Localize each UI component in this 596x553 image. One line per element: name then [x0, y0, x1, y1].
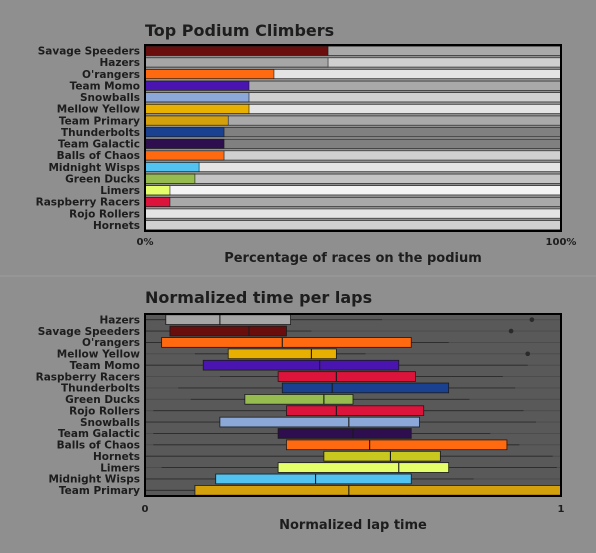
lap-time-plot-frame	[144, 313, 562, 497]
lap-time-category-label: Limers	[100, 462, 140, 474]
lap-time-box	[165, 314, 292, 325]
podium-category-label: Hornets	[93, 220, 140, 232]
podium-category-label: Team Primary	[59, 115, 140, 127]
lap-time-chart-title: Normalized time per laps	[145, 288, 372, 307]
lap-time-box	[244, 394, 354, 405]
podium-track	[144, 208, 562, 219]
lap-time-category-label: Savage Speeders	[38, 326, 140, 338]
podium-bar	[144, 185, 171, 196]
podium-bar	[144, 115, 229, 126]
podium-chart: Top Podium Climbers Savage SpeedersHazer…	[36, 21, 577, 266]
lap-time-box	[202, 359, 400, 371]
lap-time-outlier	[508, 328, 514, 334]
lap-time-box	[323, 450, 441, 462]
podium-bar	[144, 45, 329, 56]
lap-time-box	[277, 371, 416, 382]
podium-bar	[144, 104, 250, 114]
podium-category-label: Team Momo	[70, 80, 140, 92]
lap-time-category-label: Midnight Wisps	[48, 474, 140, 486]
podium-category-label: Rojo Rollers	[69, 208, 140, 220]
podium-track	[144, 197, 562, 207]
lap-time-box	[194, 485, 562, 496]
lap-time-x-tick-label-min: 0	[142, 504, 149, 515]
lap-time-category-label: Hazers	[99, 314, 140, 326]
podium-category-label: Raspberry Racers	[36, 197, 140, 209]
lap-time-box	[281, 382, 450, 394]
podium-track	[144, 220, 562, 231]
podium-category-label: Snowballs	[80, 92, 140, 104]
lap-time-outlier	[525, 351, 531, 357]
podium-x-tick-label-max: 100%	[546, 237, 577, 248]
lap-time-category-label: Thunderbolts	[61, 383, 140, 395]
podium-track	[144, 185, 562, 196]
podium-bar	[144, 138, 225, 149]
podium-category-label: Team Galactic	[58, 139, 140, 151]
lap-time-category-label: Team Galactic	[58, 428, 140, 440]
podium-bar	[144, 57, 329, 68]
podium-x-axis-label: Percentage of races on the podium	[224, 251, 482, 266]
lap-time-category-label: Green Ducks	[65, 394, 140, 406]
lap-time-box	[169, 325, 287, 337]
lap-time-outlier	[529, 317, 535, 322]
podium-category-label: Balls of Chaos	[57, 150, 140, 162]
lap-time-category-label: Raspberry Racers	[36, 371, 140, 383]
podium-bar	[144, 162, 200, 172]
podium-track	[144, 173, 562, 184]
podium-category-label: Savage Speeders	[38, 46, 140, 58]
podium-bar	[144, 197, 171, 207]
lap-time-box	[219, 416, 420, 428]
podium-bar	[144, 92, 250, 103]
podium-track	[144, 162, 562, 172]
podium-bar	[144, 150, 225, 161]
lap-time-box	[161, 337, 412, 348]
lap-time-box	[215, 473, 412, 485]
lap-time-x-tick-label-max: 1	[558, 504, 565, 515]
podium-bar	[144, 173, 196, 184]
lap-time-box	[286, 439, 508, 451]
lap-time-box	[277, 428, 412, 439]
lap-time-x-axis-label: Normalized lap time	[279, 518, 427, 533]
lap-time-category-label: O'rangers	[82, 337, 140, 349]
lap-time-category-label: Mellow Yellow	[57, 349, 141, 361]
podium-category-label: Limers	[100, 185, 140, 197]
podium-category-label: Hazers	[99, 57, 140, 69]
podium-category-label: Green Ducks	[65, 173, 140, 185]
podium-bar	[144, 69, 275, 79]
lap-time-category-label: Balls of Chaos	[57, 440, 140, 452]
lap-time-category-label: Team Primary	[59, 485, 140, 497]
podium-category-label: O'rangers	[82, 69, 140, 81]
lap-time-box	[286, 405, 425, 416]
podium-chart-title: Top Podium Climbers	[145, 21, 334, 40]
podium-plot-frame	[144, 44, 562, 232]
lap-time-category-label: Hornets	[93, 451, 140, 463]
podium-category-label: Midnight Wisps	[48, 162, 140, 174]
podium-category-label: Thunderbolts	[61, 127, 140, 139]
lap-time-category-label: Snowballs	[80, 417, 140, 429]
lap-time-box	[277, 462, 450, 473]
lap-time-box	[227, 348, 337, 360]
podium-bar	[144, 80, 250, 91]
lap-time-category-label: Rojo Rollers	[69, 405, 140, 417]
podium-bar	[144, 127, 225, 138]
podium-category-label: Mellow Yellow	[57, 104, 141, 116]
lap-time-category-label: Team Momo	[70, 360, 140, 372]
podium-x-tick-label-min: 0%	[137, 237, 154, 248]
